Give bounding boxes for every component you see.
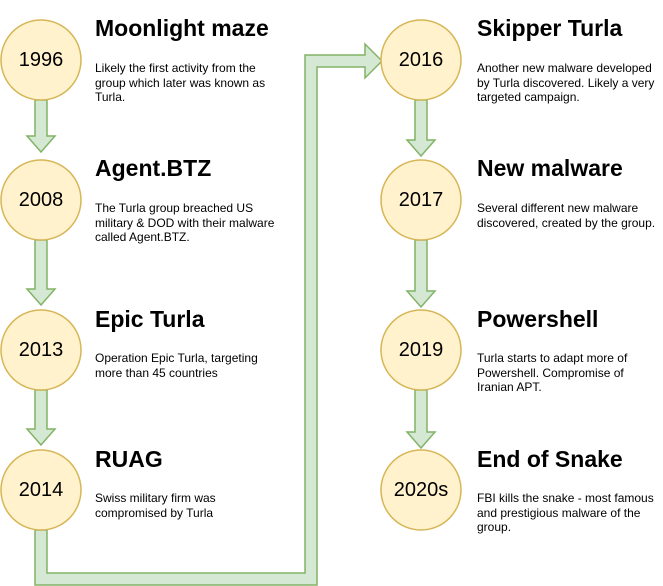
- event-description-2020s: FBI kills the snake - most famous and pr…: [477, 491, 654, 534]
- year-node-1996: 1996: [0, 19, 82, 101]
- year-label: 1996: [19, 49, 64, 71]
- year-node-2019: 2019: [380, 309, 462, 391]
- event-description-2014: Swiss military firm was compromised by T…: [95, 491, 216, 520]
- event-title-ruag: RUAG: [95, 446, 163, 472]
- event-description-2017: Several different new malware discovered…: [477, 201, 656, 230]
- event-description-2008: The Turla group breached US military & D…: [95, 201, 275, 244]
- year-node-2014: 2014: [0, 449, 82, 531]
- event-title-end-of-snake: End of Snake: [477, 446, 623, 472]
- event-title-epic-turla: Epic Turla: [95, 306, 205, 332]
- year-label: 2013: [19, 339, 64, 361]
- event-description-2019: Turla starts to adapt more of Powershell…: [477, 351, 628, 394]
- event-title-agent-btz: Agent.BTZ: [95, 155, 212, 181]
- year-node-2017: 2017: [380, 159, 462, 241]
- year-node-2013: 2013: [0, 309, 82, 391]
- arrow-1996-to-2008: [25, 99, 57, 154]
- event-description-1996: Likely the first activity from the group…: [95, 61, 266, 104]
- year-node-2016: 2016: [380, 19, 462, 101]
- event-title-new-malware: New malware: [477, 155, 623, 181]
- arrow-2017-to-2019: [405, 239, 437, 309]
- year-label: 2017: [399, 189, 444, 211]
- event-title-moonlight-maze: Moonlight maze: [95, 15, 269, 41]
- year-node-2008: 2008: [0, 159, 82, 241]
- event-description-2016: Another new malware developed by Turla d…: [477, 61, 655, 104]
- arrow-2008-to-2013: [25, 239, 57, 307]
- arrow-2016-to-2017: [405, 99, 437, 158]
- event-title-powershell: Powershell: [477, 306, 599, 332]
- event-description-2013: Operation Epic Turla, targeting more tha…: [95, 351, 258, 380]
- arrow-2019-to-2020s: [405, 389, 437, 450]
- arrow-2014-to-2016: [34, 42, 384, 586]
- event-title-skipper-turla: Skipper Turla: [477, 15, 623, 41]
- year-label: 2008: [19, 189, 64, 211]
- year-label: 2020s: [394, 479, 449, 501]
- year-label: 2016: [399, 49, 444, 71]
- year-label: 2019: [399, 339, 444, 361]
- arrow-2013-to-2014: [25, 389, 57, 447]
- year-label: 2014: [19, 479, 64, 501]
- year-node-2020s: 2020s: [380, 449, 462, 531]
